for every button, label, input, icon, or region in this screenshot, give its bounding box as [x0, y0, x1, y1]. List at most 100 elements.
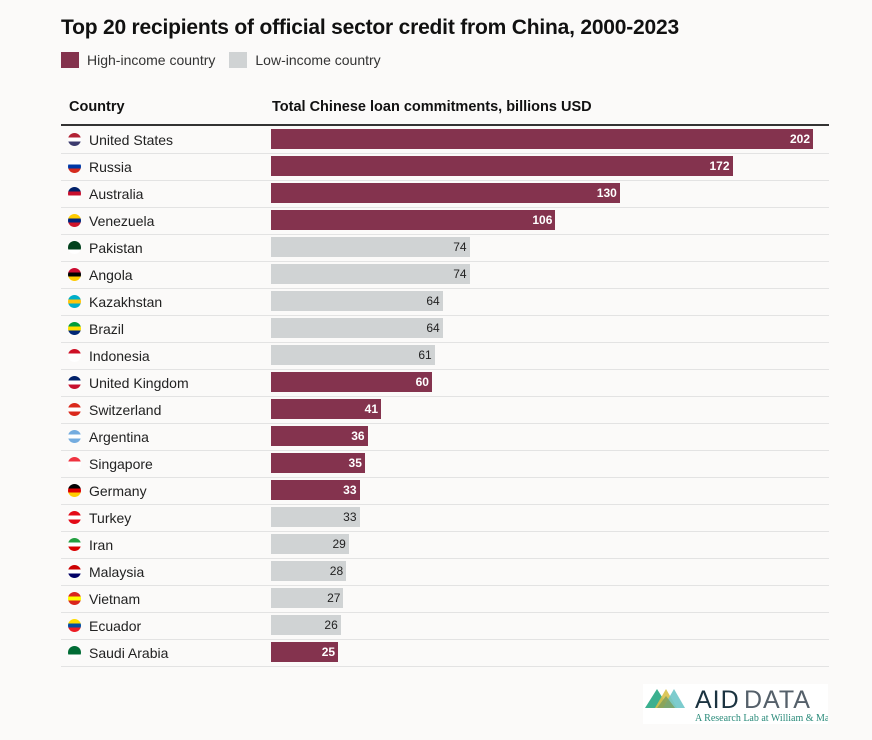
aiddata-logo: AID DATA A Research Lab at William & Mar… — [643, 684, 838, 724]
data-label: 202 — [789, 132, 810, 146]
country-name: Germany — [89, 483, 147, 499]
table-row: Kazakhstan 64 — [61, 288, 829, 316]
table-row: Germany 33 — [61, 477, 829, 505]
data-label: 64 — [426, 321, 440, 335]
data-label: 35 — [348, 456, 362, 470]
bar: 64 — [271, 291, 443, 311]
country-name: Australia — [89, 186, 144, 202]
flag-icon — [68, 430, 81, 443]
flag-icon — [68, 592, 81, 605]
country-name: Pakistan — [89, 240, 143, 256]
table-row: Russia 172 — [61, 153, 829, 181]
column-header-value: Total Chinese loan commitments, billions… — [272, 99, 592, 115]
flag-icon — [68, 349, 81, 362]
bar: 27 — [271, 588, 344, 608]
legend-label-low: Low-income country — [255, 52, 381, 68]
table-row: Turkey 33 — [61, 504, 829, 532]
flag-icon — [68, 403, 81, 416]
legend-swatch-high — [61, 52, 79, 68]
bar: 36 — [271, 426, 368, 446]
bar: 28 — [271, 561, 347, 581]
country-name: Russia — [89, 159, 132, 175]
flag-icon — [68, 133, 81, 146]
bar: 25 — [271, 642, 339, 662]
svg-text:A Research Lab at William & Ma: A Research Lab at William & Mary — [695, 713, 828, 724]
logo-mountains-icon: AID DATA A Research Lab at William & Mar… — [645, 686, 838, 724]
bar: 106 — [271, 210, 556, 230]
bar: 64 — [271, 318, 443, 338]
table-row: United States 202 — [61, 126, 829, 154]
legend-label-high: High-income country — [87, 52, 216, 68]
flag-icon — [68, 322, 81, 335]
bar: 35 — [271, 453, 365, 473]
flag-icon — [68, 376, 81, 389]
table-row: Ecuador 26 — [61, 612, 829, 640]
flag-icon — [68, 538, 81, 551]
flag-icon — [68, 214, 81, 227]
bar: 41 — [271, 399, 381, 419]
country-name: United Kingdom — [89, 375, 189, 391]
bar: 74 — [271, 264, 470, 284]
country-name: Ecuador — [89, 618, 142, 634]
country-name: Indonesia — [89, 348, 150, 364]
country-name: Malaysia — [89, 564, 145, 580]
data-label: 29 — [332, 537, 346, 551]
country-name: Brazil — [89, 321, 125, 337]
flag-icon — [68, 295, 81, 308]
country-name: Vietnam — [89, 591, 141, 607]
data-label: 33 — [343, 483, 357, 497]
legend: High-income country Low-income country — [61, 52, 395, 68]
data-label: 41 — [364, 402, 378, 416]
flag-icon — [68, 457, 81, 470]
legend-item-low: Low-income country — [229, 52, 381, 68]
table-row: Australia 130 — [61, 180, 829, 208]
bar: 61 — [271, 345, 435, 365]
country-name: Argentina — [89, 429, 149, 445]
data-label: 33 — [343, 510, 357, 524]
column-header-country: Country — [69, 99, 125, 115]
bar: 202 — [271, 129, 813, 149]
table-row: Venezuela 106 — [61, 207, 829, 235]
table-row: United Kingdom 60 — [61, 369, 829, 397]
svg-text:DATA: DATA — [744, 686, 811, 714]
country-name: Venezuela — [89, 213, 155, 229]
data-label: 74 — [453, 267, 467, 281]
data-label: 25 — [321, 645, 336, 659]
bar: 130 — [271, 183, 620, 203]
svg-text:AID: AID — [695, 686, 740, 714]
data-label: 26 — [324, 618, 338, 632]
table-row: Vietnam 27 — [61, 585, 829, 613]
table-row: Iran 29 — [61, 531, 829, 559]
flag-icon — [68, 160, 81, 173]
flag-icon — [68, 511, 81, 524]
chart-title: Top 20 recipients of official sector cre… — [61, 16, 679, 39]
data-label: 106 — [532, 213, 553, 227]
table-row: Brazil 64 — [61, 315, 829, 343]
bar: 74 — [271, 237, 470, 257]
data-label: 27 — [327, 591, 341, 605]
table-row: Argentina 36 — [61, 423, 829, 451]
table-row: Saudi Arabia 25 — [61, 639, 829, 667]
flag-icon — [68, 187, 81, 200]
bar: 26 — [271, 615, 341, 635]
header-divider — [61, 124, 829, 126]
flag-icon — [68, 565, 81, 578]
data-label: 172 — [709, 159, 730, 173]
table-row: Pakistan 74 — [61, 234, 829, 262]
country-name: Iran — [89, 537, 114, 553]
table-row: Malaysia 28 — [61, 558, 829, 586]
data-label: 130 — [596, 186, 617, 200]
country-name: Kazakhstan — [89, 294, 163, 310]
country-name: Switzerland — [89, 402, 162, 418]
country-name: United States — [89, 132, 174, 148]
legend-item-high: High-income country — [61, 52, 215, 68]
legend-swatch-low — [229, 52, 248, 68]
bar: 29 — [271, 534, 349, 554]
table-row: Angola 74 — [61, 261, 829, 289]
data-label: 60 — [415, 375, 429, 389]
bar: 33 — [271, 480, 360, 500]
bar: 172 — [271, 156, 733, 176]
flag-icon — [68, 484, 81, 497]
bar: 33 — [271, 507, 360, 527]
